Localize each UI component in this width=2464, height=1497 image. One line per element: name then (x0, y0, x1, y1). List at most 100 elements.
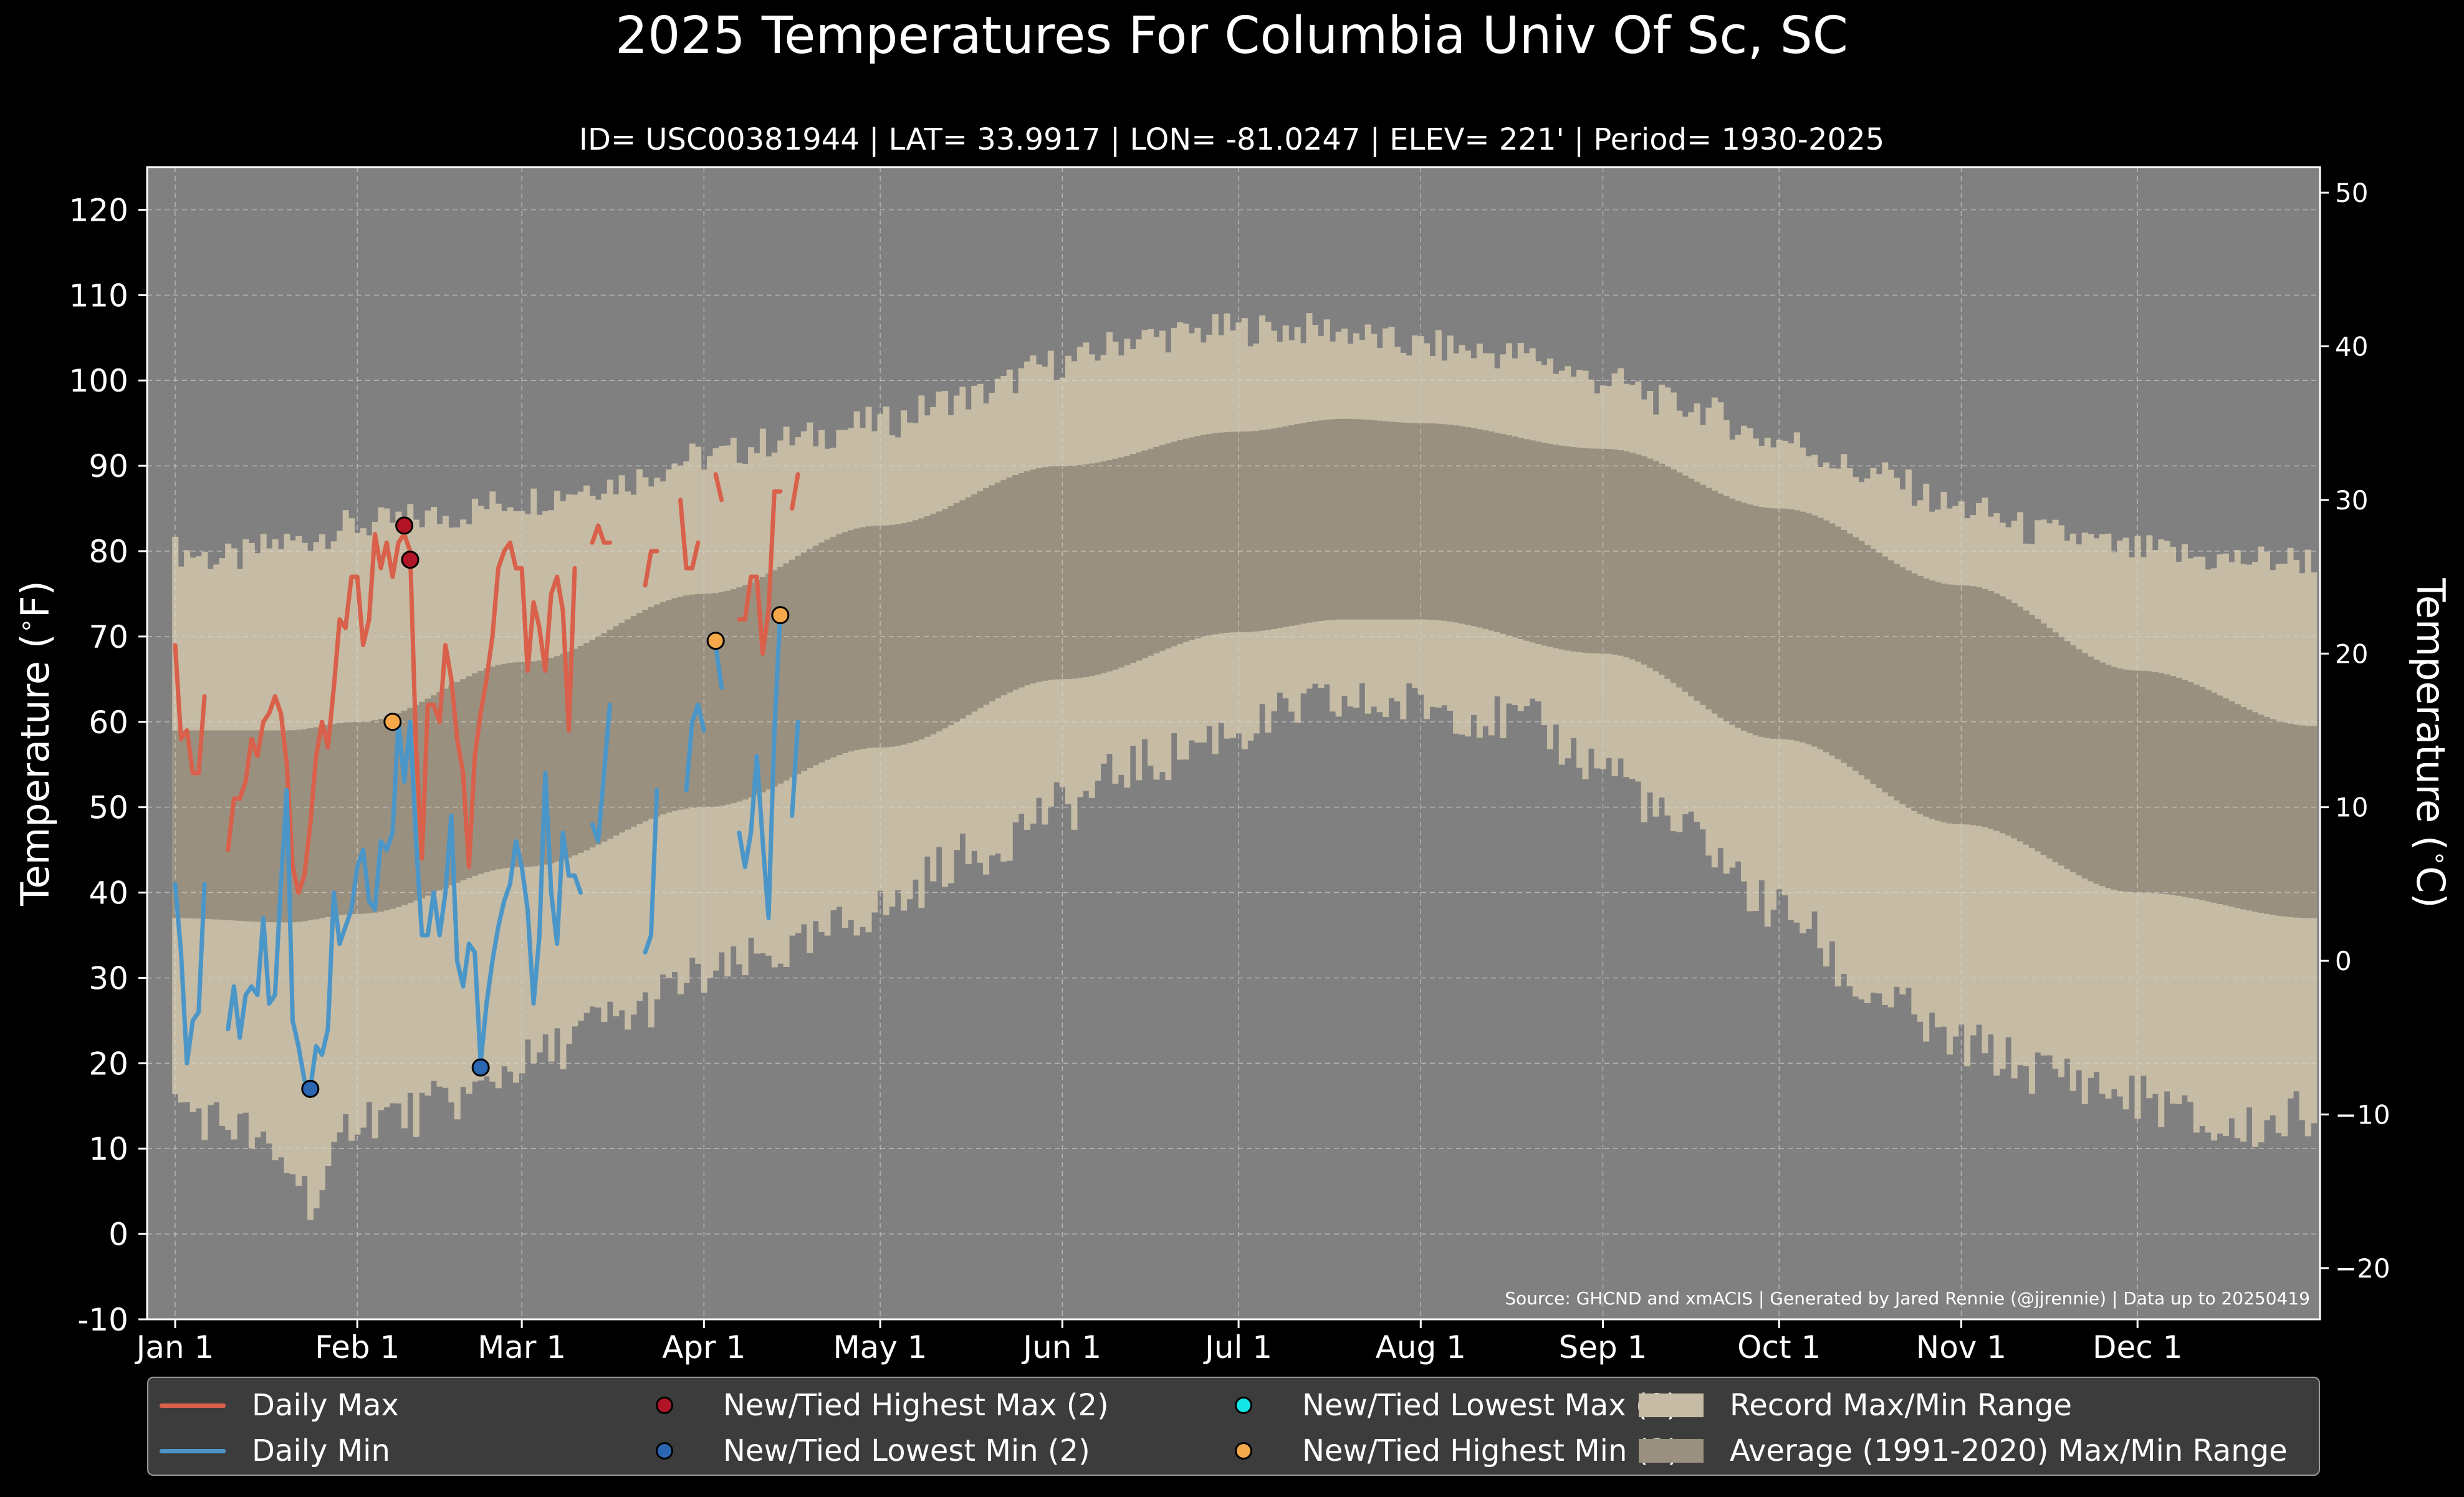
daily-max-line-swatch (160, 1403, 226, 1408)
average-range-bar (1136, 452, 1143, 661)
marker-new-tied-lowest-min (301, 1079, 320, 1098)
average-range-bar (1899, 567, 1906, 804)
average-range-bar (947, 506, 954, 726)
average-range-bar (848, 530, 855, 752)
average-range-bar (2081, 653, 2088, 878)
average-range-bar (1406, 423, 1412, 620)
average-range-bar (2187, 681, 2194, 898)
average-range-bar (1229, 431, 1236, 633)
average-range-bar (795, 556, 802, 774)
average-range-bar (1982, 589, 1988, 827)
average-range-bar (1100, 461, 1107, 673)
average-range-bar (189, 730, 196, 919)
average-range-bar (2064, 641, 2071, 869)
record-range-swatch (1639, 1394, 1704, 1417)
average-range-bar (2199, 687, 2206, 900)
average-range-bar (2146, 671, 2153, 893)
average-range-bar (1740, 503, 1748, 731)
average-range-bar (1488, 431, 1495, 631)
average-range-bar (554, 656, 560, 862)
average-range-bar (1153, 446, 1160, 653)
legend-label: New/Tied Highest Min (3) (1302, 1433, 1679, 1468)
legend-item-record-range: Record Max/Min Range (1639, 1388, 2072, 1423)
y-tick-label: 70 (89, 619, 128, 655)
average-range-bar (436, 691, 443, 891)
average-range-bar (1623, 451, 1630, 658)
average-range-bar (824, 539, 831, 760)
average-range-bar (565, 651, 572, 858)
average-range-bar (2170, 676, 2177, 895)
average-range-bar (1453, 425, 1460, 623)
average-range-bar (1670, 469, 1677, 683)
average-range-bar (1876, 552, 1882, 788)
new-high-min-dot-swatch (1235, 1442, 1252, 1460)
average-range-bar (1000, 479, 1007, 696)
average-range-bar (589, 640, 596, 848)
average-range-bar (1940, 583, 1947, 822)
average-range-bar (630, 616, 637, 827)
average-range-bar (1383, 421, 1389, 620)
average-range-bar (236, 730, 243, 921)
plot-frame (146, 166, 2321, 1321)
x-tick-label: Sep 1 (1558, 1329, 1647, 1365)
average-range-bar (1417, 423, 1424, 620)
average-range-bar (2175, 678, 2182, 896)
average-range-bar (1535, 441, 1542, 644)
average-range-bar (1206, 434, 1213, 636)
average-range-bar (836, 534, 843, 756)
average-range-swatch (1639, 1439, 1704, 1463)
average-range-bar (1676, 472, 1683, 688)
average-range-bar (959, 500, 966, 719)
average-range-bar (1887, 560, 1894, 797)
y-right-tick-label: 40 (2335, 331, 2368, 362)
average-range-bar (2028, 615, 2035, 848)
average-range-bar (2222, 698, 2229, 906)
average-range-bar (994, 482, 1001, 698)
average-range-bar (572, 648, 578, 855)
x-tick-label: Mar 1 (477, 1329, 566, 1365)
average-range-bar (1805, 513, 1812, 744)
average-range-bar (536, 660, 543, 866)
average-range-bar (360, 721, 367, 914)
average-range-bar (1558, 445, 1565, 650)
x-tick-label: Feb 1 (315, 1329, 400, 1365)
average-range-bar (2046, 628, 2053, 859)
average-range-bar (853, 528, 860, 750)
average-range-bar (507, 663, 514, 868)
average-range-bar (1364, 420, 1371, 620)
average-range-bar (1958, 585, 1965, 825)
average-range-bar (2293, 724, 2300, 918)
average-range-bar (1235, 431, 1242, 633)
average-range-bar (783, 563, 790, 781)
legend-label: Average (1991-2020) Max/Min Range (1730, 1433, 2288, 1468)
new-high-max-dot-swatch (656, 1397, 673, 1414)
average-range-bar (1664, 466, 1671, 679)
average-range-bar (807, 549, 813, 768)
average-range-bar (1993, 593, 2000, 831)
average-range-bar (860, 527, 866, 749)
average-range-bar (718, 592, 725, 806)
average-range-bar (1400, 422, 1407, 620)
average-range-bar (1770, 508, 1777, 739)
legend-label: Daily Max (252, 1388, 399, 1423)
average-range-bar (1042, 467, 1048, 681)
average-range-bar (289, 730, 296, 923)
marker-new-tied-highest-min (771, 606, 790, 625)
average-range-bar (1917, 575, 1924, 814)
average-range-bar (689, 594, 696, 808)
average-range-bar (2093, 660, 2100, 884)
average-range-bar (1647, 458, 1654, 668)
average-range-bar (1259, 430, 1266, 631)
average-range-bar (1641, 456, 1647, 665)
average-range-bar (1294, 424, 1301, 625)
average-range-bar (1618, 450, 1624, 656)
legend-item-new-high-min: New/Tied Highest Min (3) (1206, 1433, 1679, 1468)
average-range-bar (483, 668, 490, 872)
average-range-bar (1129, 454, 1136, 663)
average-range-bar (724, 590, 731, 805)
average-range-bar (953, 503, 960, 722)
average-range-bar (2217, 695, 2223, 904)
average-range-bar (841, 532, 848, 753)
average-range-bar (1952, 585, 1959, 824)
